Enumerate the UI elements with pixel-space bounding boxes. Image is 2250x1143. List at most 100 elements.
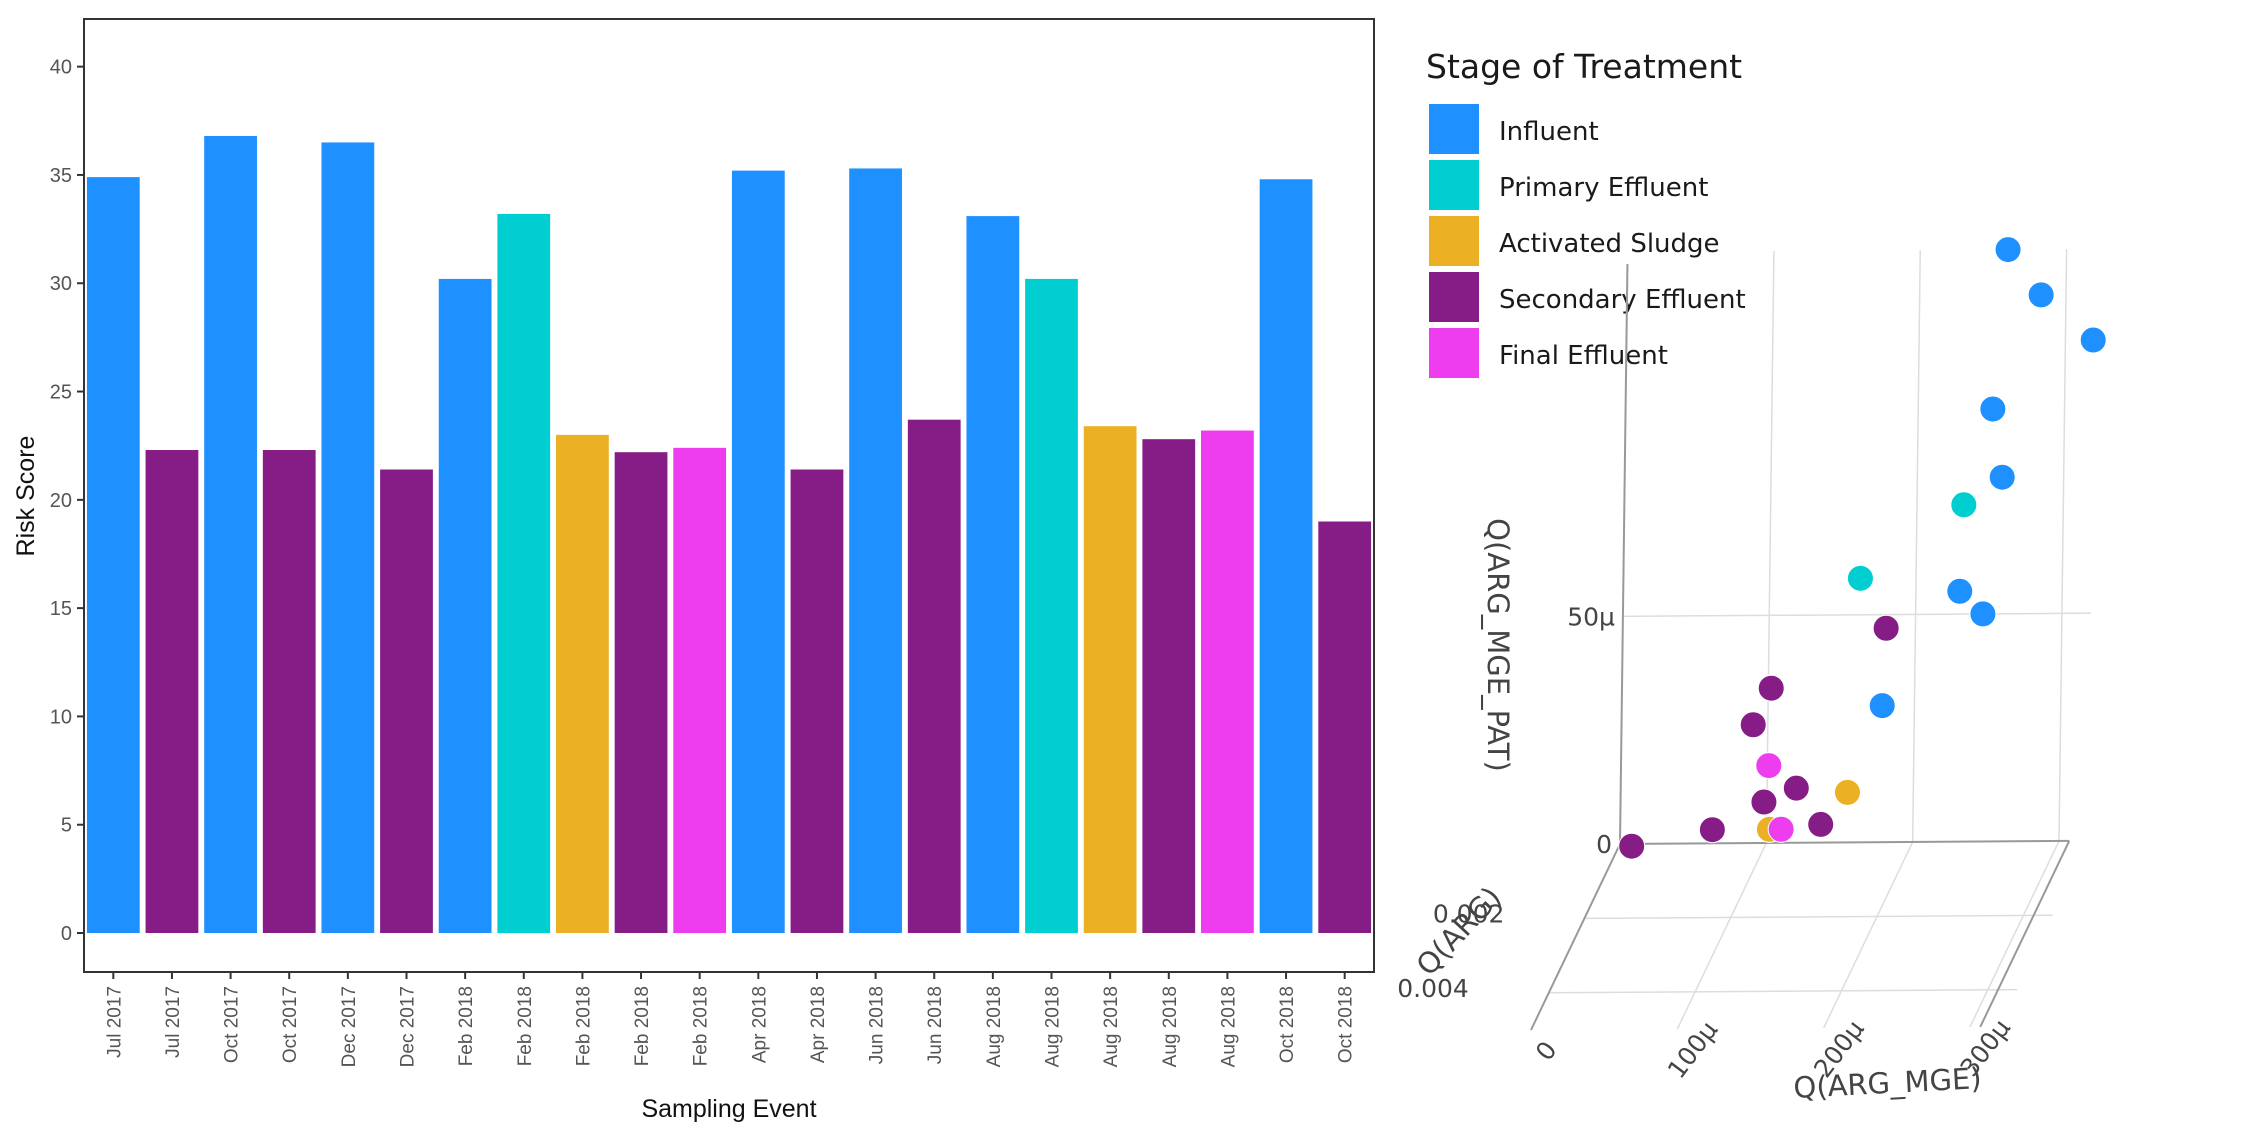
bar: [497, 213, 551, 934]
grid-line: [1969, 840, 2060, 1028]
legend-key: [1429, 272, 1479, 322]
bar: [849, 168, 902, 934]
y-tick-label: 20: [50, 490, 72, 512]
y-tick-label: 25: [50, 382, 72, 404]
grid-line: [2058, 249, 2068, 842]
scatter-point: [1698, 816, 1726, 844]
scatter-point: [1782, 774, 1810, 802]
x-axis-title: Sampling Event: [641, 1095, 816, 1123]
bar: [1259, 179, 1313, 934]
x-tick-label: Dec 2017: [339, 986, 360, 1067]
grid-line: [1911, 250, 1922, 843]
bar: [790, 469, 844, 934]
x-tick-label-3d: 100µ: [1662, 1016, 1724, 1084]
scatter-point: [1767, 815, 1795, 843]
scatter-point: [1969, 600, 1997, 628]
y-tick-label: 40: [50, 57, 72, 79]
bar-y-axis: 0 5 10 15 20 25 30 35 40: [50, 57, 84, 945]
x-tick-label: Aug 2018: [984, 986, 1005, 1067]
x-tick-label: Jun 2018: [867, 986, 888, 1064]
y-tick-label: 0: [61, 923, 72, 945]
legend-label: Activated Sludge: [1499, 229, 1720, 259]
scatter-point: [1757, 674, 1785, 702]
y-tick-label-3d: 0.004: [1397, 974, 1469, 1003]
bar-chart: 0 5 10 15 20 25 30 35 40 Jul 2017 Jul 2017 Oct 201…: [12, 18, 1375, 1123]
grid-line: [1765, 251, 1775, 844]
scatter-point: [2027, 281, 2055, 309]
bar: [966, 216, 1020, 934]
bar: [145, 450, 199, 934]
scatter-point: [1946, 577, 1974, 605]
x-tick-label: Jun 2018: [925, 986, 946, 1064]
z-axis-title: Q(ARG_MGE_PAT): [1481, 518, 1515, 772]
bar: [204, 135, 257, 934]
legend-title: Stage of Treatment: [1426, 47, 1742, 86]
x-tick-label: Feb 2018: [515, 986, 536, 1066]
x-tick-label: Aug 2018: [1043, 986, 1064, 1067]
bar: [438, 278, 492, 934]
bar: [1201, 430, 1254, 934]
grid-line: [1676, 842, 1768, 1030]
x-axis-line: [1619, 839, 2070, 845]
legend-label: Primary Effluent: [1499, 173, 1708, 203]
scatter-point: [1868, 692, 1896, 720]
z-axis-line: [1619, 263, 1629, 845]
bar-series: [86, 135, 1372, 934]
scatter-point: [1872, 614, 1900, 642]
y-tick-label-3d: 0.002: [1433, 899, 1505, 928]
scatter-3d-axes: [1530, 263, 2071, 1031]
x-tick-label: Oct 2018: [1336, 986, 1357, 1063]
y-axis-title-3d: Q(ARG): [1409, 880, 1507, 982]
scatter-point: [1618, 832, 1646, 860]
bar: [907, 419, 961, 934]
bar: [1142, 439, 1196, 934]
scatter-point: [1979, 395, 2007, 423]
scatter-point: [1807, 810, 1835, 838]
scatter-point: [1750, 788, 1778, 816]
y-tick-label: 30: [50, 273, 72, 295]
scatter-point: [2079, 326, 2107, 354]
x-tick-label: Aug 2018: [1101, 986, 1122, 1067]
scatter-point: [1739, 711, 1767, 739]
scatter-point: [1950, 491, 1978, 519]
legend-key: [1429, 104, 1479, 154]
scatter-point: [1755, 752, 1783, 780]
legend-items: Influent Primary Effluent Activated Sludge…: [1429, 104, 1746, 378]
scatter-point: [1994, 236, 2022, 264]
grid-line: [1584, 914, 2053, 920]
bar: [1083, 426, 1137, 934]
bar: [731, 170, 785, 934]
x-tick-label: Oct 2017: [222, 986, 243, 1063]
scatter-point: [1988, 463, 2016, 491]
bar: [262, 450, 316, 934]
bar: [614, 452, 668, 934]
y-axis-title: Risk Score: [12, 436, 40, 557]
x-tick-label: Jul 2017: [163, 986, 184, 1058]
grid-line: [1548, 988, 2018, 994]
y-tick-label: 5: [61, 815, 72, 837]
z-tick-label-3d: 50µ: [1567, 602, 1615, 631]
legend-label: Secondary Effluent: [1499, 285, 1746, 315]
scatter-point: [1833, 778, 1861, 806]
x-tick-label: Aug 2018: [1218, 986, 1239, 1067]
x-tick-label: Jul 2017: [104, 986, 125, 1058]
x-tick-label: Apr 2018: [808, 986, 829, 1063]
x-tick-label: Apr 2018: [749, 986, 770, 1063]
z-tick-label-3d: 0: [1596, 830, 1612, 859]
legend-key: [1429, 216, 1479, 266]
x-tick-label: Feb 2018: [632, 986, 653, 1066]
legend-label: Final Effluent: [1499, 341, 1668, 371]
grid-line: [1622, 612, 2092, 618]
x-tick-label: Oct 2017: [280, 986, 301, 1063]
legend: Stage of Treatment Influent Primary Efflu…: [1426, 47, 1746, 378]
scatter-3d-grid: [1548, 249, 2092, 1030]
x-tick-label: Feb 2018: [573, 986, 594, 1066]
x-tick-label-3d: 0: [1530, 1036, 1563, 1066]
bar: [86, 177, 140, 934]
x-tick-label: Dec 2017: [398, 986, 419, 1067]
grid-line: [1822, 841, 1914, 1029]
y-tick-label: 10: [50, 706, 72, 728]
bar: [556, 434, 609, 934]
x-tick-label: Aug 2018: [1160, 986, 1181, 1067]
